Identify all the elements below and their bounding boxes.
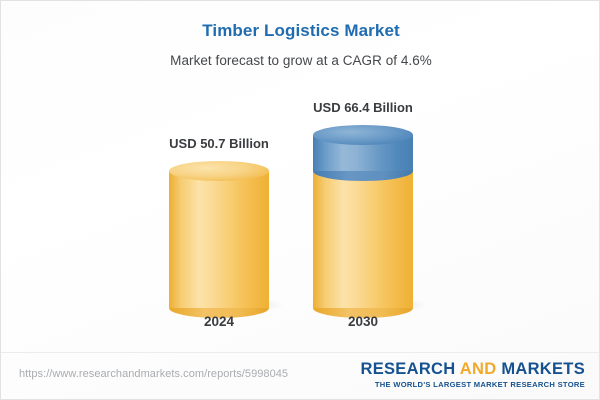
brand-logo[interactable]: RESEARCH AND MARKETS THE WORLD'S LARGEST…	[360, 360, 585, 390]
source-url[interactable]: https://www.researchandmarkets.com/repor…	[19, 368, 289, 380]
chart-title: Timber Logistics Market	[202, 21, 400, 40]
cylinder-top-cap	[313, 125, 413, 145]
bar-group-2030: USD 66.4 Billion 2030	[293, 81, 433, 341]
footer: https://www.researchandmarkets.com/repor…	[1, 352, 599, 399]
value-label-2024: USD 50.7 Billion	[169, 136, 269, 151]
cylinder-top-cap	[169, 161, 269, 181]
value-label-2030: USD 66.4 Billion	[313, 100, 413, 115]
bar-group-2024: USD 50.7 Billion 2024	[149, 81, 289, 341]
brand-tagline: THE WORLD'S LARGEST MARKET RESEARCH STOR…	[374, 380, 585, 390]
brand-name: RESEARCH AND MARKETS	[360, 360, 585, 378]
brand-word-and: AND	[459, 360, 497, 378]
bar-segment-base-2030	[313, 161, 413, 318]
bar-cylinder-2030[interactable]	[313, 125, 427, 318]
bar-segment-growth-2030	[313, 125, 413, 181]
brand-word-research: RESEARCH	[360, 360, 456, 378]
bar-segment-base-2024	[169, 161, 269, 318]
brand-word-markets: MARKETS	[501, 360, 585, 378]
chart-subtitle: Market forecast to grow at a CAGR of 4.6…	[170, 53, 432, 68]
category-label-2030: 2030	[347, 314, 379, 329]
plot-area: USD 50.7 Billion 2024 USD 66.4 Billion	[1, 81, 599, 341]
bar-cylinder-2024[interactable]	[169, 161, 283, 318]
cylinder-body	[313, 171, 413, 308]
cylinder-body	[169, 171, 269, 308]
category-label-2024: 2024	[203, 314, 235, 329]
